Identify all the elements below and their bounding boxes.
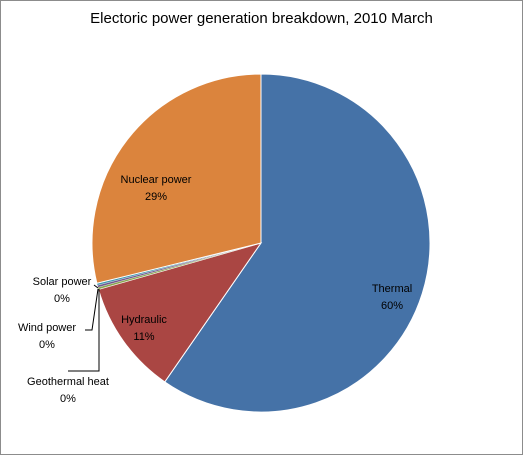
slice-percent-wind-power: 0%: [39, 339, 55, 351]
pie-slice-nuclear-power: [91, 73, 262, 284]
slice-percent-thermal: 60%: [381, 300, 403, 312]
slice-percent-solar-power: 0%: [54, 293, 70, 305]
slice-percent-nuclear-power: 29%: [145, 191, 167, 203]
pie-slice-hydraulic: [97, 242, 263, 383]
slice-label-nuclear-power: Nuclear power: [121, 174, 192, 186]
slice-label-hydraulic: Hydraulic: [121, 314, 167, 326]
slice-percent-hydraulic: 11%: [133, 331, 154, 343]
leader-line-wind-power: [85, 288, 99, 331]
leader-line-geothermal-heat: [68, 289, 100, 372]
leader-line-solar-power: [93, 284, 99, 289]
slice-label-geothermal-heat: Geothermal heat: [27, 376, 109, 388]
slice-percent-geothermal-heat: 0%: [60, 393, 76, 405]
slice-label-wind-power: Wind power: [18, 322, 76, 334]
chart-title: Electoric power generation breakdown, 20…: [90, 10, 433, 27]
slice-label-thermal: Thermal: [372, 283, 412, 295]
slice-label-solar-power: Solar power: [33, 276, 92, 288]
pie-slice-thermal: [164, 73, 431, 413]
